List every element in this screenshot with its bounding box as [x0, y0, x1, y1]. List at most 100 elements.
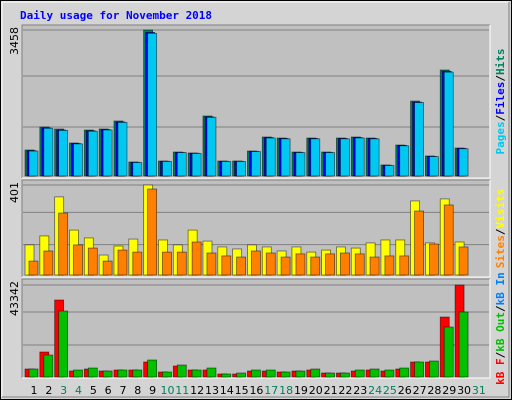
bar: [251, 369, 261, 378]
bar: [443, 326, 454, 378]
legend-entry: Visits: [494, 189, 507, 229]
bar: [310, 256, 321, 276]
bar: [399, 145, 410, 177]
bar: [147, 359, 158, 378]
x-tick-label: 7: [119, 384, 126, 397]
bar: [443, 204, 454, 276]
bar: [429, 243, 439, 276]
bar: [176, 152, 187, 177]
bar: [399, 255, 410, 276]
legend-entry: Files: [494, 82, 507, 115]
x-tick-label: 2: [45, 384, 52, 397]
x-tick-label: 15: [235, 384, 249, 397]
legend-entry: kB Out: [494, 312, 507, 352]
legend: Pages/Files/Hits: [494, 49, 507, 155]
bar: [28, 150, 39, 177]
bar: [132, 162, 143, 177]
bar: [280, 256, 291, 276]
bar: [117, 249, 128, 276]
bar: [295, 152, 306, 177]
bar: [102, 370, 113, 378]
bar: [162, 371, 172, 378]
panel-bevel: [21, 24, 490, 178]
bar: [325, 253, 336, 276]
bar: [310, 138, 321, 177]
bar: [443, 71, 454, 177]
bar: [340, 252, 350, 276]
x-tick-label: 10: [160, 384, 174, 397]
bar: [325, 152, 336, 177]
x-tick-label: 25: [383, 384, 397, 397]
y-tick-label: 43342: [8, 281, 21, 316]
panel-bevel: [22, 25, 491, 179]
x-tick-label: 27: [413, 384, 427, 397]
legend: Sites/Visits: [494, 189, 507, 269]
panel-bevel: [22, 279, 491, 379]
legend-separator: /: [494, 351, 507, 358]
x-tick-label: 20: [309, 384, 323, 397]
bar: [73, 143, 83, 177]
bar: [280, 138, 291, 177]
panel-bevel: [21, 278, 490, 378]
legend-separator: /: [494, 228, 507, 235]
bar: [191, 241, 202, 276]
x-tick-label: 14: [220, 384, 234, 397]
x-tick-label: 29: [442, 384, 456, 397]
bar: [354, 253, 365, 276]
bar: [176, 364, 187, 378]
bar: [58, 130, 69, 177]
bar: [87, 130, 98, 177]
bar: [73, 369, 83, 378]
bar: [58, 212, 69, 276]
legend-entry: Sites: [494, 235, 507, 268]
x-tick-label: 4: [75, 384, 82, 397]
legend-entry: Pages: [494, 121, 507, 154]
bar: [295, 370, 306, 378]
bar: [147, 32, 158, 177]
bar: [132, 251, 143, 276]
x-tick-label: 17: [264, 384, 278, 397]
bar: [58, 310, 69, 378]
bar: [384, 369, 395, 378]
bar: [354, 137, 365, 177]
legend-entry: kB In: [494, 272, 507, 305]
legend-entry: kB F: [494, 358, 507, 385]
x-tick-label: 8: [134, 384, 141, 397]
bar: [73, 244, 83, 276]
x-tick-label: 5: [90, 384, 97, 397]
bar: [458, 246, 469, 276]
x-tick-label: 31: [472, 384, 486, 397]
x-tick-label: 3: [60, 384, 67, 397]
bar: [43, 250, 54, 276]
panel-bevel: [21, 179, 490, 277]
bar: [340, 138, 350, 177]
x-tick-label: 6: [105, 384, 112, 397]
bar: [43, 354, 54, 378]
x-tick-label: 26: [398, 384, 412, 397]
bar: [236, 161, 247, 177]
bar: [191, 153, 202, 177]
bar: [265, 137, 276, 177]
bar: [221, 161, 232, 177]
x-tick-label: 28: [427, 384, 441, 397]
bar: [117, 369, 128, 378]
x-tick-label: 23: [353, 384, 367, 397]
bar: [265, 252, 276, 276]
bar: [28, 368, 39, 378]
bar: [28, 260, 39, 276]
x-tick-label: 11: [175, 384, 189, 397]
x-tick-label: 1: [31, 384, 38, 397]
bar: [369, 138, 380, 177]
bar: [206, 116, 217, 177]
bar: [162, 251, 172, 276]
bar: [221, 373, 232, 378]
bar: [414, 361, 424, 378]
x-tick-label: 16: [249, 384, 263, 397]
bar: [429, 360, 439, 378]
bar: [206, 252, 217, 276]
x-tick-label: 9: [149, 384, 156, 397]
bar: [132, 369, 143, 378]
x-tick-label: 24: [368, 384, 382, 397]
